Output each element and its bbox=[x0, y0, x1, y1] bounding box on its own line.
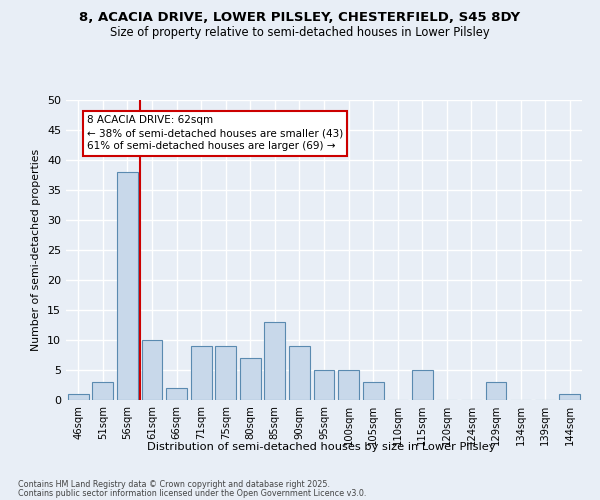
Bar bbox=[191, 346, 212, 400]
Text: 8, ACACIA DRIVE, LOWER PILSLEY, CHESTERFIELD, S45 8DY: 8, ACACIA DRIVE, LOWER PILSLEY, CHESTERF… bbox=[79, 11, 521, 24]
Y-axis label: Number of semi-detached properties: Number of semi-detached properties bbox=[31, 149, 41, 351]
Bar bbox=[265, 322, 286, 400]
Bar bbox=[338, 370, 359, 400]
Text: 8 ACACIA DRIVE: 62sqm
← 38% of semi-detached houses are smaller (43)
61% of semi: 8 ACACIA DRIVE: 62sqm ← 38% of semi-deta… bbox=[87, 115, 343, 152]
Bar bbox=[559, 394, 580, 400]
Text: Distribution of semi-detached houses by size in Lower Pilsley: Distribution of semi-detached houses by … bbox=[147, 442, 495, 452]
Bar bbox=[142, 340, 163, 400]
Bar bbox=[240, 358, 261, 400]
Bar bbox=[485, 382, 506, 400]
Text: Contains HM Land Registry data © Crown copyright and database right 2025.: Contains HM Land Registry data © Crown c… bbox=[18, 480, 330, 489]
Bar bbox=[412, 370, 433, 400]
Bar bbox=[117, 172, 138, 400]
Bar bbox=[166, 388, 187, 400]
Text: Size of property relative to semi-detached houses in Lower Pilsley: Size of property relative to semi-detach… bbox=[110, 26, 490, 39]
Bar bbox=[68, 394, 89, 400]
Bar bbox=[215, 346, 236, 400]
Bar bbox=[289, 346, 310, 400]
Bar bbox=[92, 382, 113, 400]
Bar bbox=[314, 370, 334, 400]
Bar bbox=[362, 382, 383, 400]
Text: Contains public sector information licensed under the Open Government Licence v3: Contains public sector information licen… bbox=[18, 489, 367, 498]
